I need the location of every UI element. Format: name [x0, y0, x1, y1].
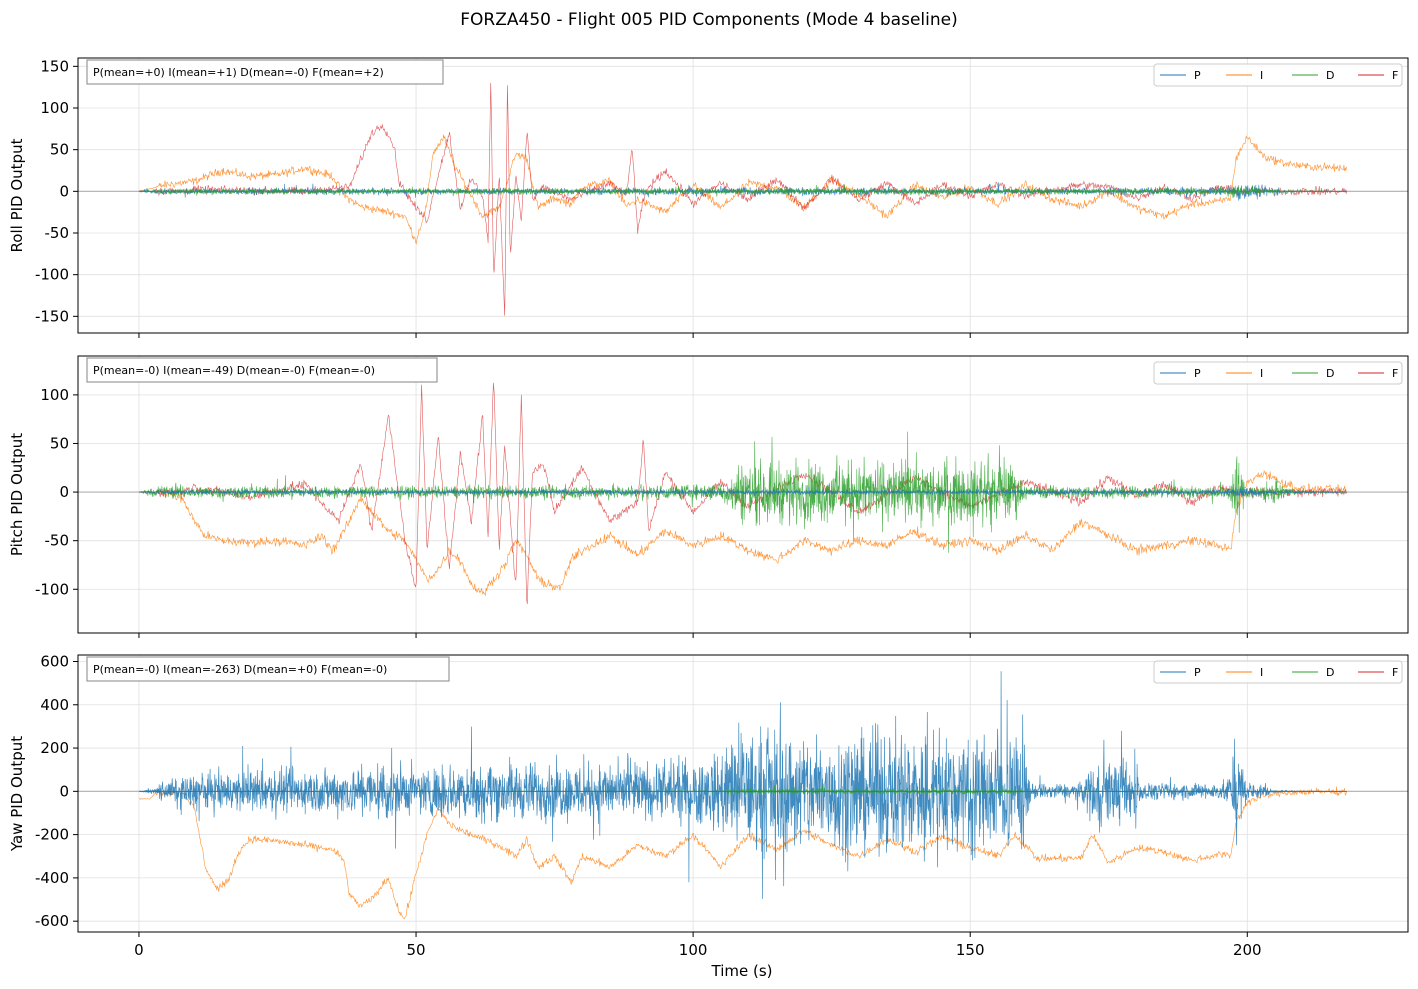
stats-text: P(mean=-0) I(mean=-49) D(mean=-0) F(mean… — [93, 364, 375, 377]
x-tick-label: 0 — [134, 941, 144, 959]
legend-label-d: D — [1326, 666, 1334, 679]
y-tick-label: -150 — [35, 307, 69, 325]
legend-label-i: I — [1260, 666, 1263, 679]
x-axis-label: Time (s) — [711, 962, 773, 980]
y-tick-label: -600 — [35, 912, 69, 930]
y-tick-label: -200 — [35, 826, 69, 844]
series-p-line — [138, 485, 1348, 498]
y-axis-label: Pitch PID Output — [8, 433, 26, 556]
series-f-line — [138, 790, 1348, 793]
panel-pitch: 100 50 0 -50 -100 Pitch PID Output P(mean=-0) … — [8, 355, 1409, 638]
y-tick-label: 100 — [40, 99, 69, 117]
series-f-line — [138, 82, 1347, 316]
panel-roll: 150 100 50 0 -50 -100 -150 Roll PID Output P(mea… — [8, 57, 1409, 338]
series-d-line — [138, 184, 1347, 198]
x-tick-label: 200 — [1233, 941, 1262, 959]
y-tick-label: 50 — [50, 434, 69, 452]
y-tick-label: 200 — [40, 739, 69, 757]
y-tick-label: 0 — [59, 782, 69, 800]
axes-frame — [77, 654, 1409, 933]
y-tick-label: 0 — [59, 483, 69, 501]
y-tick-label: -50 — [45, 224, 70, 242]
axes-frame — [77, 57, 1409, 334]
series-i-line — [138, 469, 1347, 596]
y-tick-label: -50 — [45, 532, 70, 550]
y-tick-label: 600 — [40, 652, 69, 670]
legend-label-p: P — [1194, 666, 1201, 679]
legend-label-i: I — [1260, 367, 1263, 380]
legend-label-p: P — [1194, 367, 1201, 380]
y-tick-label: 100 — [40, 386, 69, 404]
y-tick-label: -400 — [35, 869, 69, 887]
series-p-line — [139, 671, 1347, 899]
x-tick-label: 50 — [406, 941, 425, 959]
y-tick-label: 150 — [40, 57, 69, 75]
y-tick-label: 0 — [59, 182, 69, 200]
legend-label-f: F — [1392, 666, 1398, 679]
legend-label-i: I — [1260, 69, 1263, 82]
stats-text: P(mean=-0) I(mean=-263) D(mean=+0) F(mea… — [93, 663, 387, 676]
series-i-line — [138, 786, 1347, 920]
stats-box: P(mean=+0) I(mean=+1) D(mean=-0) F(mean=… — [86, 59, 444, 85]
y-axis-label: Roll PID Output — [8, 138, 26, 252]
y-tick-label: -100 — [35, 266, 69, 284]
stats-box: P(mean=-0) I(mean=-263) D(mean=+0) F(mea… — [86, 656, 450, 682]
y-tick-label: 50 — [50, 141, 69, 159]
legend-label-d: D — [1326, 69, 1334, 82]
stats-text: P(mean=+0) I(mean=+1) D(mean=-0) F(mean=… — [93, 66, 384, 79]
x-tick-label: 100 — [679, 941, 708, 959]
y-axis-label: Yaw PID Output — [8, 736, 26, 852]
axes-frame — [77, 355, 1409, 634]
legend-label-p: P — [1194, 69, 1201, 82]
x-tick-label: 150 — [956, 941, 985, 959]
stats-box: P(mean=-0) I(mean=-49) D(mean=-0) F(mean… — [86, 357, 438, 383]
panel-yaw: 0 50 100 150 200 600 400 200 0 -200 -400 -600 Yaw PI… — [8, 652, 1409, 959]
y-tick-label: -100 — [35, 580, 69, 598]
y-tick-label: 400 — [40, 696, 69, 714]
legend-label-f: F — [1392, 367, 1398, 380]
legend-label-d: D — [1326, 367, 1334, 380]
figure-title: FORZA450 - Flight 005 PID Components (Mo… — [460, 10, 957, 30]
legend-label-f: F — [1392, 69, 1398, 82]
